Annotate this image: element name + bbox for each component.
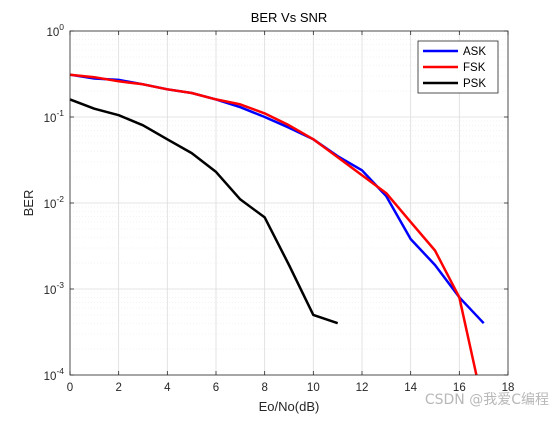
x-tick-label: 14 [404,382,417,394]
y-tick-label: 10-2 [44,194,65,211]
legend-label-psk: PSK [463,78,486,90]
legend-label-ask: ASK [463,46,486,58]
series-line-psk [69,98,339,325]
legend: ASK FSK PSK [417,40,499,94]
x-tick-label: 12 [356,382,369,394]
x-axis-label: Eo/No(dB) [259,399,320,414]
x-tick-label: 6 [213,382,219,394]
series-line-fsk [69,73,478,376]
watermark: CSDN @我爱C编程 [424,392,549,408]
y-tick-label: 10-1 [44,108,65,125]
x-tick-label: 18 [502,382,515,394]
y-tick-label: 100 [46,22,64,39]
chart-title: BER Vs SNR [251,10,328,25]
x-tick-label: 2 [115,382,121,394]
x-tick-label: 10 [307,382,320,394]
y-tick-label: 10-4 [44,366,65,383]
y-tick-label: 10-3 [44,280,65,297]
x-tick-label: 4 [164,382,171,394]
legend-label-fsk: FSK [463,62,486,74]
x-tick-label: 16 [453,382,466,394]
x-tick-label: 0 [67,382,73,394]
y-axis-label: BER [21,190,36,217]
x-tick-label: 8 [261,382,267,394]
